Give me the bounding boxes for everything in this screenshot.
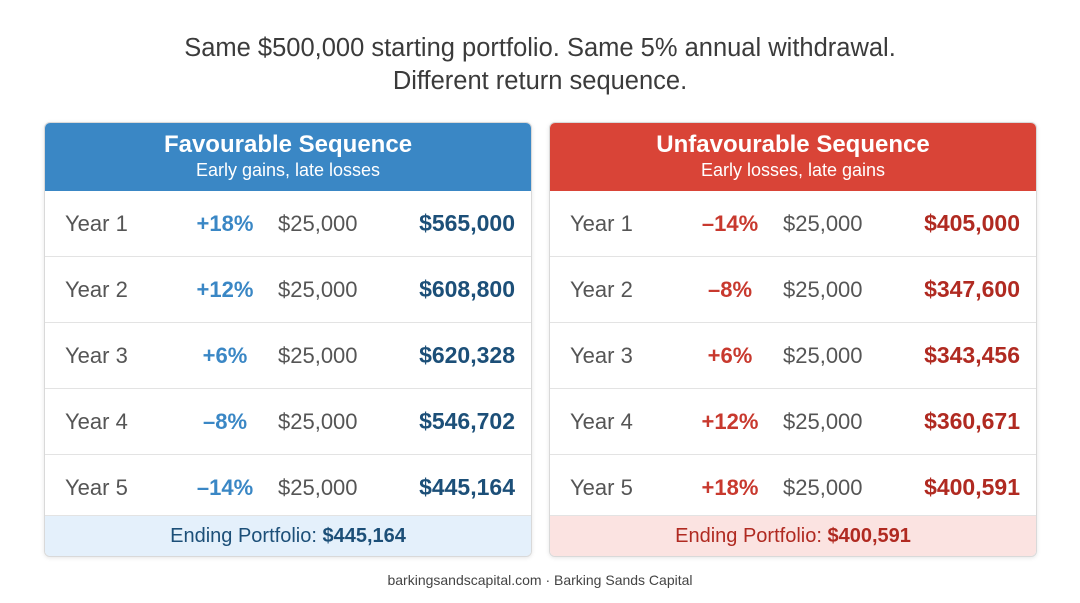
ending-value: $445,164 xyxy=(322,525,406,547)
table-row: Year 3 +6% $25,000 $343,456 xyxy=(550,322,1036,388)
unfavourable-rows: Year 1 –14% $25,000 $405,000 Year 2 –8% $25,00… xyxy=(550,191,1036,520)
table-row: Year 1 +18% $25,000 $565,000 xyxy=(45,191,531,256)
favourable-rows: Year 1 +18% $25,000 $565,000 Year 2 +12% $25,0… xyxy=(45,191,531,520)
withdrawal-cell: $25,000 xyxy=(278,211,358,236)
table-row: Year 5 –14% $25,000 $445,164 xyxy=(45,454,531,520)
favourable-title: Favourable Sequence xyxy=(163,131,413,158)
year-cell: Year 5 xyxy=(65,475,128,500)
withdrawal-cell: $25,000 xyxy=(278,277,358,302)
withdrawal-cell: $25,000 xyxy=(783,475,863,500)
table-row: Year 5 +18% $25,000 $400,591 xyxy=(550,454,1036,520)
balance-cell: $565,000 xyxy=(419,210,515,236)
withdrawal-cell: $25,000 xyxy=(278,475,358,500)
year-cell: Year 4 xyxy=(570,409,633,434)
return-cell: +18% xyxy=(701,475,759,500)
balance-cell: $347,600 xyxy=(924,276,1020,302)
favourable-ending-portfolio: Ending Portfolio: $445,164 xyxy=(45,515,531,556)
balance-cell: $343,456 xyxy=(924,342,1020,368)
balance-cell: $360,671 xyxy=(924,408,1020,434)
unfavourable-sequence-table: Unfavourable Sequence Early losses, late… xyxy=(549,122,1037,557)
headline-line-2: Different return sequence. xyxy=(392,67,688,95)
balance-cell: $620,328 xyxy=(419,342,515,368)
ending-label: Ending Portfolio: xyxy=(675,525,822,547)
balance-cell: $400,591 xyxy=(924,474,1020,500)
return-cell: +18% xyxy=(196,211,254,236)
balance-cell: $608,800 xyxy=(419,276,515,302)
table-row: Year 2 +12% $25,000 $608,800 xyxy=(45,256,531,322)
headline-line-1: Same $500,000 starting portfolio. Same 5… xyxy=(184,34,896,62)
return-cell: –14% xyxy=(701,211,759,236)
year-cell: Year 4 xyxy=(65,409,128,434)
year-cell: Year 3 xyxy=(570,343,633,368)
year-cell: Year 1 xyxy=(65,211,128,236)
withdrawal-cell: $25,000 xyxy=(783,343,863,368)
balance-cell: $546,702 xyxy=(419,408,515,434)
table-row: Year 2 –8% $25,000 $347,600 xyxy=(550,256,1036,322)
table-row: Year 4 +12% $25,000 $360,671 xyxy=(550,388,1036,454)
balance-cell: $445,164 xyxy=(419,474,515,500)
year-cell: Year 3 xyxy=(65,343,128,368)
withdrawal-cell: $25,000 xyxy=(783,409,863,434)
withdrawal-cell: $25,000 xyxy=(278,409,358,434)
table-row: Year 3 +6% $25,000 $620,328 xyxy=(45,322,531,388)
withdrawal-cell: $25,000 xyxy=(783,211,863,236)
ending-label: Ending Portfolio: xyxy=(170,525,317,547)
return-cell: +6% xyxy=(202,343,248,368)
return-cell: –8% xyxy=(202,409,248,434)
source-credit: barkingsandscapital.com · Barking Sands … xyxy=(387,572,693,588)
favourable-sequence-table: Favourable Sequence Early gains, late lo… xyxy=(44,122,532,557)
return-cell: –14% xyxy=(196,475,254,500)
return-cell: +6% xyxy=(707,343,753,368)
favourable-subtitle: Early gains, late losses xyxy=(195,160,381,180)
withdrawal-cell: $25,000 xyxy=(783,277,863,302)
withdrawal-cell: $25,000 xyxy=(278,343,358,368)
headline: Same $500,000 starting portfolio. Same 5… xyxy=(0,32,1080,98)
year-cell: Year 2 xyxy=(570,277,633,302)
balance-cell: $405,000 xyxy=(924,210,1020,236)
ending-value: $400,591 xyxy=(827,525,911,547)
return-cell: +12% xyxy=(701,409,759,434)
favourable-header: Favourable Sequence Early gains, late lo… xyxy=(45,123,531,191)
unfavourable-ending-portfolio: Ending Portfolio: $400,591 xyxy=(550,515,1036,556)
unfavourable-header: Unfavourable Sequence Early losses, late… xyxy=(550,123,1036,191)
return-cell: +12% xyxy=(196,277,254,302)
year-cell: Year 5 xyxy=(570,475,633,500)
table-row: Year 1 –14% $25,000 $405,000 xyxy=(550,191,1036,256)
table-row: Year 4 –8% $25,000 $546,702 xyxy=(45,388,531,454)
return-cell: –8% xyxy=(707,277,753,302)
year-cell: Year 1 xyxy=(570,211,633,236)
unfavourable-subtitle: Early losses, late gains xyxy=(700,160,886,180)
year-cell: Year 2 xyxy=(65,277,128,302)
unfavourable-title: Unfavourable Sequence xyxy=(656,131,930,158)
